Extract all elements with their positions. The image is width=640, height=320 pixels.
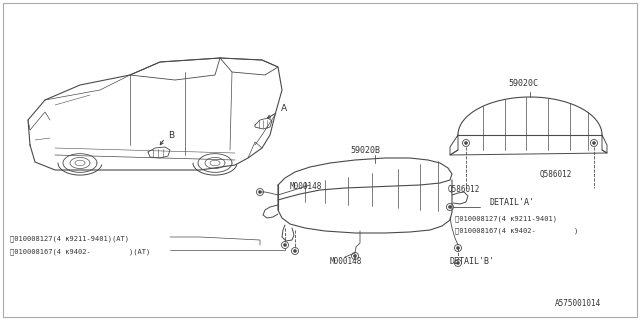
Text: DETAIL'A': DETAIL'A' <box>490 198 535 207</box>
Circle shape <box>593 141 595 145</box>
Circle shape <box>284 244 287 246</box>
Text: B: B <box>168 131 174 140</box>
Text: 59020C: 59020C <box>508 79 538 88</box>
Circle shape <box>465 141 467 145</box>
Circle shape <box>456 261 460 265</box>
Text: A: A <box>281 103 287 113</box>
Circle shape <box>294 250 296 252</box>
Text: Ⓑ010008167(4 κ9402-         ): Ⓑ010008167(4 κ9402- ) <box>455 227 579 234</box>
Text: Ⓑ010008127(4 κ9211-9401)(AT): Ⓑ010008127(4 κ9211-9401)(AT) <box>10 235 129 242</box>
Text: M000148: M000148 <box>330 257 362 266</box>
Text: 59020B: 59020B <box>350 146 380 155</box>
Circle shape <box>353 254 356 258</box>
Text: Ⓑ010008167(4 κ9402-         )(AT): Ⓑ010008167(4 κ9402- )(AT) <box>10 248 150 255</box>
Text: M000148: M000148 <box>290 182 323 191</box>
Circle shape <box>456 246 460 250</box>
Text: A575001014: A575001014 <box>555 299 601 308</box>
Circle shape <box>259 190 262 194</box>
Text: Q586012: Q586012 <box>540 170 572 179</box>
Text: DETAIL'B': DETAIL'B' <box>450 257 495 266</box>
Text: Q586012: Q586012 <box>448 185 481 194</box>
Circle shape <box>449 205 451 209</box>
Text: Ⓑ010008127(4 κ9211-9401): Ⓑ010008127(4 κ9211-9401) <box>455 215 557 222</box>
